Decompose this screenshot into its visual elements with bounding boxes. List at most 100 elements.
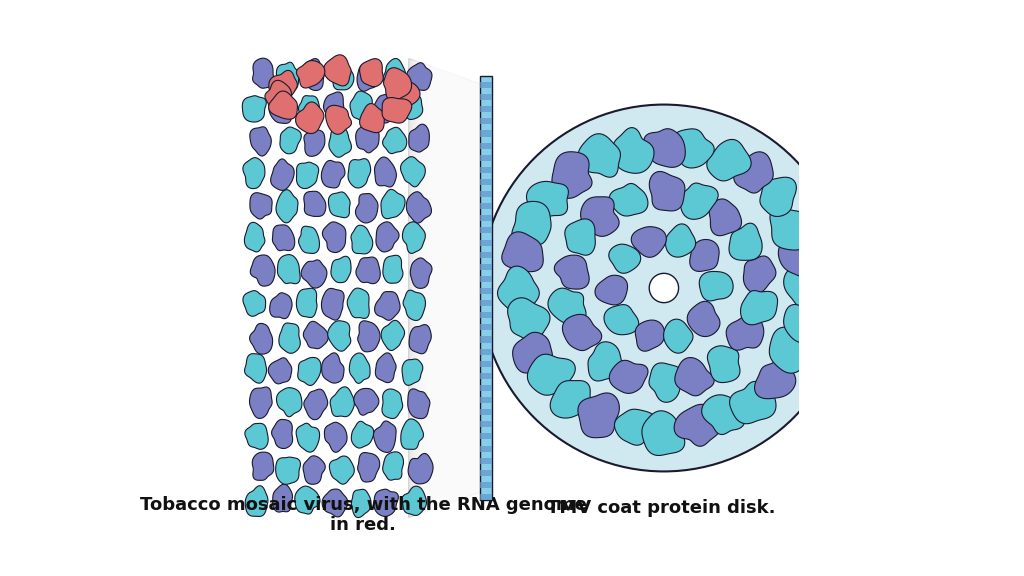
Polygon shape <box>348 158 371 188</box>
Polygon shape <box>376 353 396 382</box>
Polygon shape <box>301 59 325 90</box>
Polygon shape <box>414 60 489 516</box>
Polygon shape <box>548 288 586 324</box>
Polygon shape <box>326 105 351 134</box>
Bar <box>480 421 492 427</box>
Polygon shape <box>298 358 321 385</box>
Polygon shape <box>322 161 345 188</box>
Polygon shape <box>726 314 764 350</box>
Bar <box>480 336 492 343</box>
Polygon shape <box>243 96 266 122</box>
Polygon shape <box>729 223 762 260</box>
Polygon shape <box>445 66 489 510</box>
Polygon shape <box>373 93 396 123</box>
Polygon shape <box>400 419 424 449</box>
Polygon shape <box>755 360 796 399</box>
Polygon shape <box>729 381 776 424</box>
Polygon shape <box>351 225 373 254</box>
Polygon shape <box>416 60 489 516</box>
Polygon shape <box>609 361 648 393</box>
Polygon shape <box>614 409 657 445</box>
Polygon shape <box>699 271 733 301</box>
Polygon shape <box>382 389 402 419</box>
Polygon shape <box>299 96 319 125</box>
Polygon shape <box>708 346 740 382</box>
Polygon shape <box>390 82 420 107</box>
Polygon shape <box>252 452 273 480</box>
Polygon shape <box>304 130 325 156</box>
Bar <box>480 397 492 403</box>
Polygon shape <box>409 124 429 152</box>
Bar <box>480 228 492 233</box>
Polygon shape <box>642 411 685 456</box>
Polygon shape <box>649 363 683 402</box>
Bar <box>480 433 492 439</box>
Polygon shape <box>375 291 400 320</box>
Polygon shape <box>359 59 383 86</box>
Polygon shape <box>402 486 426 516</box>
Polygon shape <box>250 323 272 354</box>
Polygon shape <box>604 305 639 335</box>
Polygon shape <box>680 183 718 219</box>
Bar <box>480 252 492 257</box>
Polygon shape <box>425 62 489 514</box>
Polygon shape <box>778 238 823 278</box>
Polygon shape <box>513 332 552 373</box>
Polygon shape <box>420 61 489 515</box>
Polygon shape <box>498 266 540 313</box>
Polygon shape <box>381 320 404 350</box>
Polygon shape <box>245 423 268 449</box>
Polygon shape <box>349 353 370 384</box>
Polygon shape <box>411 258 432 289</box>
Polygon shape <box>423 62 489 514</box>
Polygon shape <box>666 224 695 257</box>
Polygon shape <box>383 452 403 480</box>
Circle shape <box>480 105 847 471</box>
Polygon shape <box>272 225 295 251</box>
Polygon shape <box>322 353 344 383</box>
Polygon shape <box>272 484 293 512</box>
Polygon shape <box>565 219 595 255</box>
Polygon shape <box>383 127 407 154</box>
Polygon shape <box>296 60 325 88</box>
Polygon shape <box>376 222 399 252</box>
Polygon shape <box>265 80 292 112</box>
Polygon shape <box>438 65 489 511</box>
Polygon shape <box>329 127 351 157</box>
Bar <box>480 324 492 331</box>
Polygon shape <box>512 202 551 245</box>
Polygon shape <box>409 453 433 484</box>
Polygon shape <box>402 92 423 119</box>
Polygon shape <box>269 70 297 98</box>
Text: Tobacco mosaic virus, with the RNA genome
in red.: Tobacco mosaic virus, with the RNA genom… <box>139 496 587 535</box>
Polygon shape <box>347 288 370 319</box>
Bar <box>480 82 492 88</box>
Polygon shape <box>357 453 380 482</box>
Polygon shape <box>299 226 319 253</box>
Polygon shape <box>441 65 489 511</box>
Polygon shape <box>760 177 797 217</box>
Polygon shape <box>552 151 592 198</box>
Bar <box>480 240 492 245</box>
Bar <box>480 446 492 452</box>
Polygon shape <box>356 257 380 283</box>
Polygon shape <box>402 359 423 385</box>
Polygon shape <box>554 255 589 289</box>
Polygon shape <box>276 388 302 416</box>
Polygon shape <box>250 127 271 156</box>
Polygon shape <box>436 64 489 512</box>
Polygon shape <box>400 157 425 187</box>
Polygon shape <box>331 256 351 283</box>
Polygon shape <box>526 181 568 217</box>
Polygon shape <box>595 275 628 305</box>
Polygon shape <box>609 244 641 273</box>
Polygon shape <box>325 422 347 452</box>
Polygon shape <box>374 421 396 452</box>
Bar <box>480 348 492 355</box>
Polygon shape <box>432 63 489 513</box>
Polygon shape <box>269 293 292 319</box>
Bar <box>480 494 492 500</box>
Polygon shape <box>301 260 327 288</box>
Polygon shape <box>268 91 297 119</box>
Polygon shape <box>550 381 591 418</box>
